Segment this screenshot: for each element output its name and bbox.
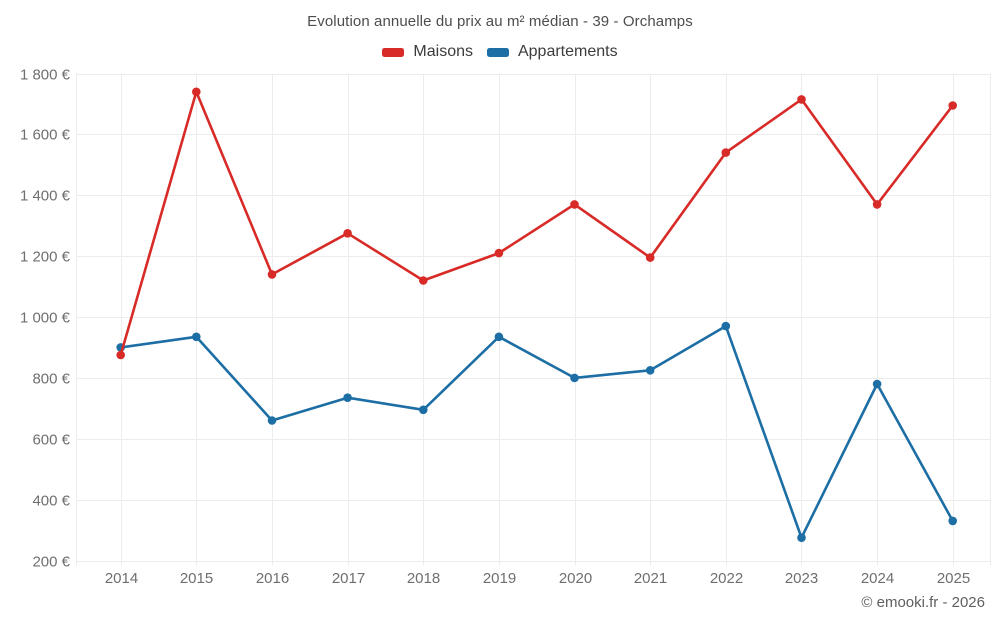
- x-tick-label: 2015: [180, 570, 213, 587]
- x-tick-label: 2025: [937, 570, 970, 587]
- y-tick-label: 1 000 €: [20, 310, 71, 327]
- data-point-appartements-2016: [267, 416, 277, 425]
- data-point-appartements-2022: [721, 321, 731, 331]
- series-line-maisons: [119, 90, 955, 357]
- data-point-maisons-2022: [721, 148, 731, 157]
- y-tick-label: 1 400 €: [20, 188, 71, 205]
- x-tick-label: 2014: [105, 570, 138, 587]
- maisons-legend-swatch-icon: [382, 47, 405, 57]
- x-axis-labels: 2014 2015 2016 2017 2018 2019 2020 2021 2022 2023…: [105, 570, 970, 587]
- data-point-maisons-2014: [116, 350, 125, 360]
- data-point-maisons-2024: [872, 200, 882, 209]
- data-point-maisons-2015: [192, 87, 201, 97]
- data-point-appartements-2018: [419, 405, 428, 415]
- y-tick-label: 800 €: [32, 371, 70, 388]
- legend-label-appartements: Appartements: [517, 43, 618, 60]
- series-line-appartements: [119, 324, 955, 540]
- data-point-appartements-2017: [343, 393, 352, 403]
- data-point-maisons-2020: [570, 200, 579, 209]
- y-tick-label: 600 €: [32, 432, 70, 449]
- data-point-appartements-2025: [948, 516, 957, 526]
- data-point-appartements-2024: [872, 379, 882, 389]
- x-tick-label: 2018: [407, 570, 440, 587]
- x-tick-label: 2020: [559, 570, 592, 587]
- data-point-maisons-2016: [267, 270, 277, 279]
- data-point-maisons-2025: [948, 101, 957, 110]
- series-maisons: [116, 87, 957, 360]
- y-tick-label: 1 200 €: [20, 249, 71, 266]
- legend-label-maisons: Maisons: [413, 43, 473, 60]
- y-tick-label: 400 €: [32, 493, 70, 510]
- data-point-maisons-2021: [645, 253, 655, 262]
- y-tick-label: 1 800 €: [20, 67, 71, 84]
- y-tick-label: 1 600 €: [20, 127, 71, 144]
- appartements-legend-swatch-icon: [486, 47, 509, 57]
- data-point-appartements-2020: [570, 373, 579, 383]
- chart-legend: Maisons Appartements: [0, 43, 1000, 61]
- data-point-appartements-2021: [645, 366, 655, 375]
- footer-credit: © emooki.fr - 2026: [861, 594, 985, 611]
- series-appartements: [116, 321, 957, 542]
- x-tick-label: 2017: [332, 570, 365, 587]
- x-tick-label: 2023: [785, 570, 818, 587]
- legend-item-maisons[interactable]: Maisons: [382, 43, 473, 61]
- chart-title: Evolution annuelle du prix au m² médian …: [307, 13, 693, 30]
- gridlines: [76, 73, 991, 566]
- data-point-maisons-2019: [494, 248, 504, 258]
- x-tick-label: 2021: [634, 570, 667, 587]
- data-point-appartements-2015: [192, 332, 201, 342]
- x-tick-label: 2019: [483, 570, 516, 587]
- data-point-appartements-2019: [494, 332, 504, 342]
- y-tick-label: 200 €: [32, 554, 70, 571]
- y-axis-labels: 200 € 400 € 600 € 800 € 1 000 € 1 200 € 1 400 …: [20, 67, 71, 571]
- x-tick-label: 2024: [861, 570, 894, 587]
- data-point-maisons-2023: [797, 95, 806, 104]
- x-tick-label: 2022: [710, 570, 743, 587]
- data-point-maisons-2017: [343, 229, 352, 238]
- legend-item-appartements[interactable]: Appartements: [486, 43, 618, 61]
- x-tick-label: 2016: [256, 570, 289, 587]
- data-point-maisons-2018: [419, 276, 428, 285]
- data-point-appartements-2023: [797, 533, 806, 542]
